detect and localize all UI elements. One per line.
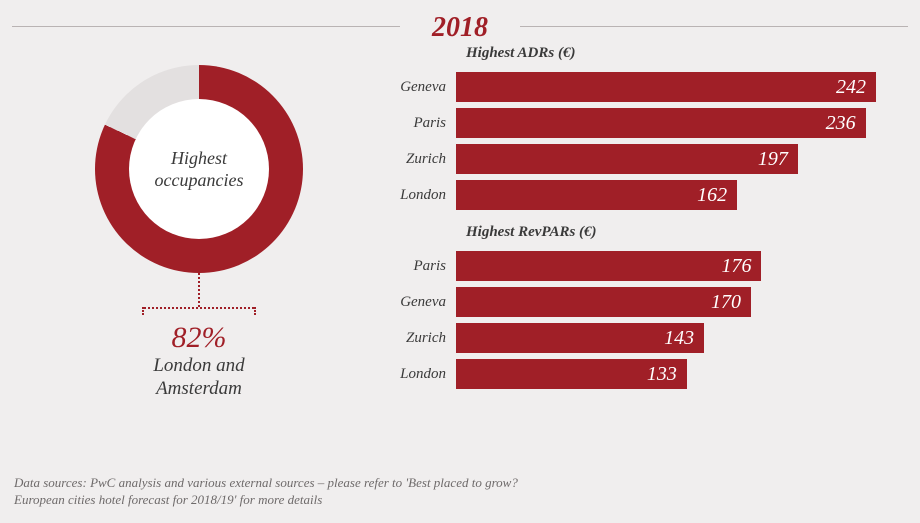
bar-label: Paris [378,258,456,275]
bar-label: Paris [378,115,456,132]
footer: Data sources: PwC analysis and various e… [14,474,518,509]
bar: 143 [456,323,704,353]
bar: 242 [456,72,876,102]
bar-row: Zurich197 [378,144,876,174]
section-title: Highest RevPARs (€) [466,224,876,241]
occupancy-cities-line2: Amsterdam [153,378,244,401]
bar-label: Geneva [378,294,456,311]
bar-row: Geneva242 [378,72,876,102]
occupancy-cities-line1: London and [153,355,244,378]
occupancy-cities: London and Amsterdam [153,355,244,401]
bar-row: Paris236 [378,108,876,138]
bar-label: Geneva [378,79,456,96]
footer-line1: Data sources: PwC analysis and various e… [14,474,518,492]
bar-row: Zurich143 [378,323,876,353]
bar-row: London162 [378,180,876,210]
donut-connector [142,273,256,315]
donut-center-label: Highest occupancies [129,99,269,239]
bar-label: Zurich [378,330,456,347]
bar-row: Geneva170 [378,287,876,317]
bar: 197 [456,144,798,174]
rule-right [520,26,908,27]
bar-row: Paris176 [378,251,876,281]
bar-label: Zurich [378,151,456,168]
footer-line2: European cities hotel forecast for 2018/… [14,491,518,509]
bar: 236 [456,108,866,138]
bar: 170 [456,287,751,317]
left-panel: Highest occupancies 82% London and Amste… [30,45,368,403]
bar: 162 [456,180,737,210]
bar-label: London [378,187,456,204]
bar: 176 [456,251,761,281]
donut-label-line1: Highest [155,147,244,170]
title-text: 2018 [426,12,494,43]
right-panel: Highest ADRs (€)Geneva242Paris236Zurich1… [368,45,876,403]
bar: 133 [456,359,687,389]
occupancy-percent: 82% [172,321,227,355]
content: Highest occupancies 82% London and Amste… [0,27,920,403]
bar-label: London [378,366,456,383]
occupancy-donut: Highest occupancies [95,65,303,273]
bar-row: London133 [378,359,876,389]
donut-label-line2: occupancies [155,169,244,192]
section-title: Highest ADRs (€) [466,45,876,62]
rule-left [12,26,400,27]
